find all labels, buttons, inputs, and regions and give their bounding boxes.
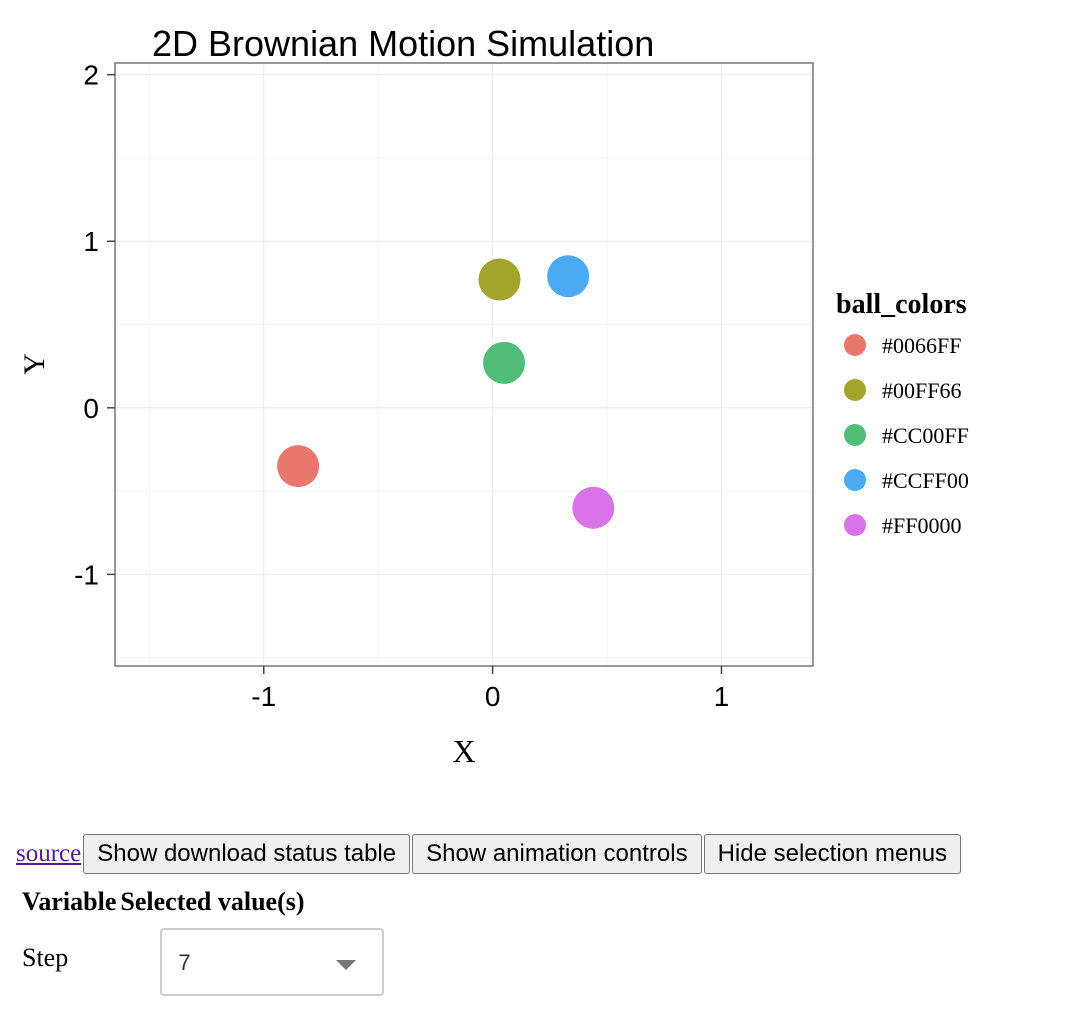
plot-panel [114,62,814,667]
points-layer [277,255,615,529]
selection-table: Variable Selected value(s) Step 7 [20,884,386,996]
chevron-down-icon [336,960,357,970]
data-point [483,341,526,384]
show-animation-controls-button[interactable]: Show animation controls [412,834,702,874]
legend-swatch [844,334,866,356]
legend-swatch [844,379,866,401]
legend-swatch [844,424,866,446]
step-select[interactable]: 7 [160,928,385,996]
hide-selection-menus-button[interactable]: Hide selection menus [703,834,962,874]
legend-label: #FF0000 [882,513,961,538]
legend-label: #CCFF00 [882,468,969,493]
brownian-scatter-plot: 2D Brownian Motion Simulation -1 0 1-1012 … [18,23,969,769]
data-point [547,255,590,298]
data-point [572,486,615,529]
data-point [277,445,320,488]
legend-label: #0066FF [882,333,961,358]
source-link[interactable]: source [16,840,82,867]
y-axis-label: Y [18,353,51,375]
controls-bar: source Show download status table Show a… [16,834,962,874]
step-select-value: 7 [178,950,191,975]
y-tick-label: 2 [83,60,99,91]
x-tick-label: 0 [485,681,501,712]
axes: -1 0 1 -1 0 1 2 [74,60,729,712]
legend-swatch [844,514,866,536]
x-tick-label: 1 [714,681,730,712]
chart-title: 2D Brownian Motion Simulation [152,23,654,64]
legend-label: #00FF66 [882,378,961,403]
legend-swatch [844,469,866,491]
table-row: Step 7 [20,920,386,996]
variable-header: Variable [22,887,117,916]
y-tick-label: 1 [83,226,99,257]
y-tick-label: 0 [83,393,99,424]
x-tick-label: -1 [251,681,276,712]
legend: ball_colors #0066FF #00FF66 #CC00FF #CCFF00… [836,289,969,538]
x-axis-label: X [452,733,475,769]
variable-name: Step [22,943,69,972]
grid [115,63,813,666]
legend-label: #CC00FF [882,423,969,448]
show-download-status-button[interactable]: Show download status table [83,834,411,874]
selected-values-header: Selected value(s) [120,887,305,916]
y-tick-label: -1 [74,559,99,590]
data-point [478,258,521,301]
legend-title: ball_colors [836,289,967,320]
